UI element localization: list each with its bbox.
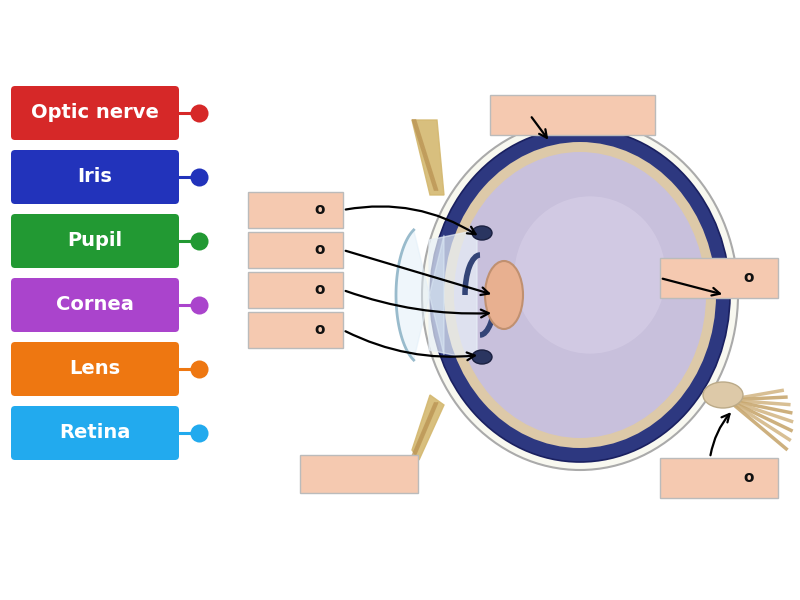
Text: Retina: Retina (59, 424, 130, 443)
FancyBboxPatch shape (248, 312, 343, 348)
Ellipse shape (485, 261, 523, 329)
Ellipse shape (514, 196, 666, 353)
FancyBboxPatch shape (11, 406, 179, 460)
Ellipse shape (444, 142, 716, 448)
Text: o: o (314, 242, 325, 257)
FancyBboxPatch shape (11, 86, 179, 140)
Text: o: o (743, 271, 754, 286)
Text: Lens: Lens (70, 359, 121, 379)
Text: Pupil: Pupil (67, 232, 122, 251)
FancyBboxPatch shape (248, 232, 343, 268)
FancyBboxPatch shape (248, 272, 343, 308)
Ellipse shape (454, 152, 706, 438)
Ellipse shape (430, 128, 730, 462)
Text: Cornea: Cornea (56, 295, 134, 314)
Ellipse shape (703, 382, 743, 408)
FancyBboxPatch shape (660, 258, 778, 298)
Text: Iris: Iris (78, 167, 113, 187)
Polygon shape (429, 230, 477, 360)
Polygon shape (396, 230, 444, 360)
FancyBboxPatch shape (11, 214, 179, 268)
Ellipse shape (472, 350, 492, 364)
FancyBboxPatch shape (11, 278, 179, 332)
FancyBboxPatch shape (660, 458, 778, 498)
Polygon shape (412, 120, 444, 195)
Ellipse shape (422, 120, 738, 470)
FancyBboxPatch shape (300, 455, 418, 493)
Text: o: o (743, 470, 754, 485)
FancyBboxPatch shape (248, 192, 343, 228)
FancyBboxPatch shape (11, 150, 179, 204)
Text: o: o (314, 202, 325, 217)
Text: o: o (314, 323, 325, 337)
Polygon shape (412, 395, 444, 460)
FancyBboxPatch shape (490, 95, 655, 135)
Text: o: o (314, 283, 325, 298)
Ellipse shape (472, 226, 492, 240)
Text: Optic nerve: Optic nerve (31, 103, 159, 122)
FancyBboxPatch shape (11, 342, 179, 396)
